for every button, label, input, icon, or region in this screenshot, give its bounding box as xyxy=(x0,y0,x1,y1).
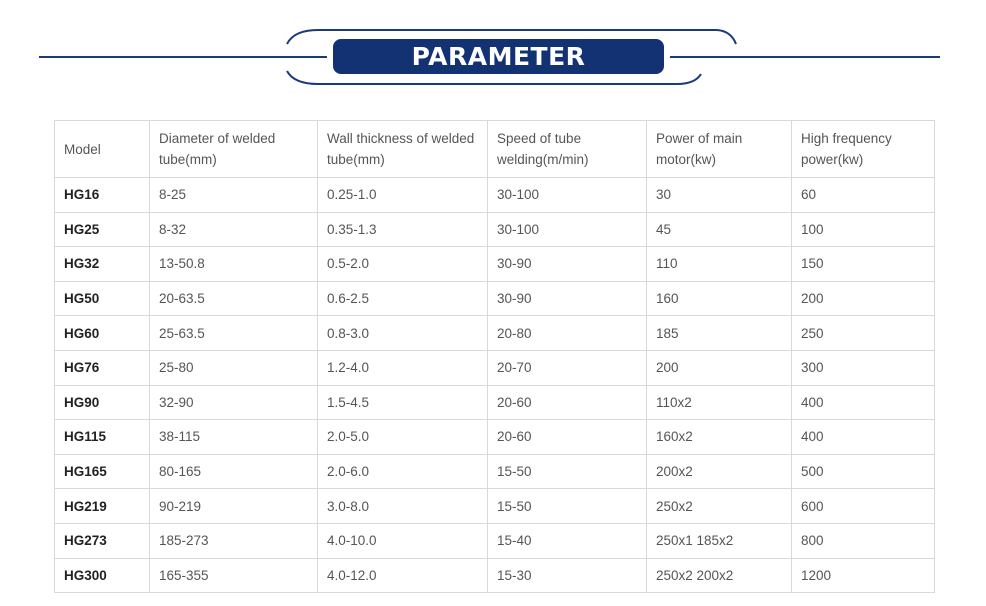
diameter-cell: 13-50.8 xyxy=(149,246,318,282)
diameter-cell: 80-165 xyxy=(149,453,318,490)
welding-speed-cell: 20-70 xyxy=(487,349,647,386)
table-row: HG90 32-90 1.5-4.5 20-60 110x2 400 xyxy=(54,384,935,421)
table-row: HG115 38-115 2.0-5.0 20-60 160x2 400 xyxy=(54,419,935,455)
table-row: HG76 25-80 1.2-4.0 20-70 200 300 xyxy=(54,349,935,386)
model-cell: HG219 xyxy=(54,488,150,524)
main-motor-power-cell: 160x2 xyxy=(646,419,792,455)
header-high-frequency-power: High frequency power(kw) xyxy=(791,120,935,178)
high-frequency-power-cell: 150 xyxy=(791,246,935,282)
table-row: HG25 8-32 0.35-1.3 30-100 45 100 xyxy=(54,211,935,248)
model-cell: HG273 xyxy=(54,522,150,559)
welding-speed-cell: 30-90 xyxy=(487,246,647,282)
wall-thickness-cell: 0.8-3.0 xyxy=(317,315,488,351)
welding-speed-cell: 30-90 xyxy=(487,280,647,317)
diameter-cell: 8-32 xyxy=(149,211,318,248)
model-cell: HG76 xyxy=(54,349,150,386)
page-title: PARAMETER xyxy=(411,42,586,71)
high-frequency-power-cell: 100 xyxy=(791,211,935,248)
banner-decoration xyxy=(39,29,940,85)
diameter-cell: 25-63.5 xyxy=(149,315,318,351)
header-wall-thickness: Wall thickness of welded tube(mm) xyxy=(317,120,488,178)
welding-speed-cell: 15-50 xyxy=(487,488,647,524)
wall-thickness-cell: 2.0-5.0 xyxy=(317,419,488,455)
header-main-motor-power: Power of main motor(kw) xyxy=(646,120,792,178)
diameter-cell: 20-63.5 xyxy=(149,280,318,317)
welding-speed-cell: 20-60 xyxy=(487,384,647,421)
main-motor-power-cell: 185 xyxy=(646,315,792,351)
model-cell: HG90 xyxy=(54,384,150,421)
model-cell: HG32 xyxy=(54,246,150,282)
high-frequency-power-cell: 1200 xyxy=(791,557,935,594)
wall-thickness-cell: 2.0-6.0 xyxy=(317,453,488,490)
banner-bottom-arc xyxy=(286,70,702,85)
high-frequency-power-cell: 60 xyxy=(791,177,935,213)
table-row: HG16 8-25 0.25-1.0 30-100 30 60 xyxy=(54,177,935,213)
wall-thickness-cell: 0.5-2.0 xyxy=(317,246,488,282)
table-row: HG50 20-63.5 0.6-2.5 30-90 160 200 xyxy=(54,280,935,317)
header-welding-speed: Speed of tube welding(m/min) xyxy=(487,120,647,178)
main-motor-power-cell: 200x2 xyxy=(646,453,792,490)
parameter-table: Model Diameter of welded tube(mm) Wall t… xyxy=(54,120,935,594)
diameter-cell: 32-90 xyxy=(149,384,318,421)
main-motor-power-cell: 160 xyxy=(646,280,792,317)
main-motor-power-cell: 45 xyxy=(646,211,792,248)
main-motor-power-cell: 250x2 200x2 xyxy=(646,557,792,594)
model-cell: HG50 xyxy=(54,280,150,317)
model-cell: HG60 xyxy=(54,315,150,351)
diameter-cell: 90-219 xyxy=(149,488,318,524)
high-frequency-power-cell: 600 xyxy=(791,488,935,524)
main-motor-power-cell: 110 xyxy=(646,246,792,282)
welding-speed-cell: 30-100 xyxy=(487,211,647,248)
banner-pill xyxy=(333,39,664,74)
table-row: HG60 25-63.5 0.8-3.0 20-80 185 250 xyxy=(54,315,935,351)
model-cell: HG25 xyxy=(54,211,150,248)
welding-speed-cell: 20-80 xyxy=(487,315,647,351)
table-row: HG300 165-355 4.0-12.0 15-30 250x2 200x2… xyxy=(54,557,935,594)
wall-thickness-cell: 0.25-1.0 xyxy=(317,177,488,213)
table-row: HG165 80-165 2.0-6.0 15-50 200x2 500 xyxy=(54,453,935,490)
high-frequency-power-cell: 250 xyxy=(791,315,935,351)
banner-top-arc xyxy=(286,29,737,45)
diameter-cell: 25-80 xyxy=(149,349,318,386)
high-frequency-power-cell: 300 xyxy=(791,349,935,386)
welding-speed-cell: 15-30 xyxy=(487,557,647,594)
welding-speed-cell: 20-60 xyxy=(487,419,647,455)
diameter-cell: 185-273 xyxy=(149,522,318,559)
wall-thickness-cell: 4.0-12.0 xyxy=(317,557,488,594)
main-motor-power-cell: 250x2 xyxy=(646,488,792,524)
diameter-cell: 165-355 xyxy=(149,557,318,594)
wall-thickness-cell: 0.35-1.3 xyxy=(317,211,488,248)
wall-thickness-cell: 3.0-8.0 xyxy=(317,488,488,524)
diameter-cell: 8-25 xyxy=(149,177,318,213)
main-motor-power-cell: 200 xyxy=(646,349,792,386)
high-frequency-power-cell: 800 xyxy=(791,522,935,559)
model-cell: HG300 xyxy=(54,557,150,594)
welding-speed-cell: 15-50 xyxy=(487,453,647,490)
table-row: HG32 13-50.8 0.5-2.0 30-90 110 150 xyxy=(54,246,935,282)
diameter-cell: 38-115 xyxy=(149,419,318,455)
high-frequency-power-cell: 400 xyxy=(791,419,935,455)
table-row: HG219 90-219 3.0-8.0 15-50 250x2 600 xyxy=(54,488,935,524)
model-cell: HG16 xyxy=(54,177,150,213)
welding-speed-cell: 30-100 xyxy=(487,177,647,213)
high-frequency-power-cell: 400 xyxy=(791,384,935,421)
parameter-banner: PARAMETER xyxy=(0,0,986,100)
wall-thickness-cell: 0.6-2.5 xyxy=(317,280,488,317)
welding-speed-cell: 15-40 xyxy=(487,522,647,559)
wall-thickness-cell: 4.0-10.0 xyxy=(317,522,488,559)
model-cell: HG115 xyxy=(54,419,150,455)
main-motor-power-cell: 250x1 185x2 xyxy=(646,522,792,559)
wall-thickness-cell: 1.2-4.0 xyxy=(317,349,488,386)
model-cell: HG165 xyxy=(54,453,150,490)
header-model: Model xyxy=(54,120,150,178)
high-frequency-power-cell: 200 xyxy=(791,280,935,317)
wall-thickness-cell: 1.5-4.5 xyxy=(317,384,488,421)
header-diameter: Diameter of welded tube(mm) xyxy=(149,120,318,178)
main-motor-power-cell: 30 xyxy=(646,177,792,213)
main-motor-power-cell: 110x2 xyxy=(646,384,792,421)
table-row: HG273 185-273 4.0-10.0 15-40 250x1 185x2… xyxy=(54,522,935,559)
table-header-row: Model Diameter of welded tube(mm) Wall t… xyxy=(54,120,935,178)
high-frequency-power-cell: 500 xyxy=(791,453,935,490)
